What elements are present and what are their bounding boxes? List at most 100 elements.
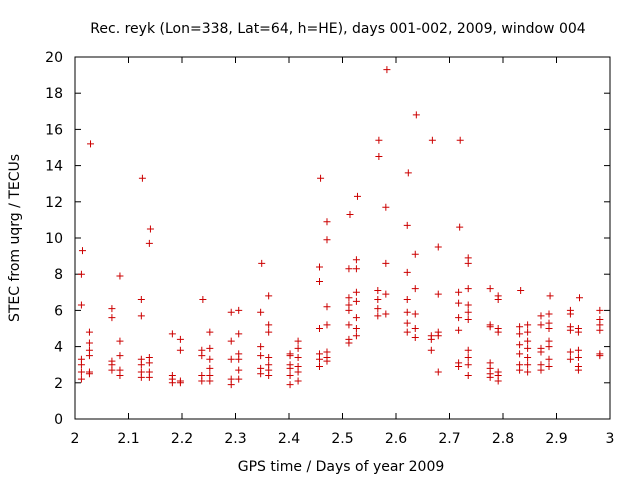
data-point	[138, 174, 146, 182]
axis-ticks	[74, 56, 611, 420]
data-point	[345, 335, 353, 343]
data-point	[434, 328, 442, 336]
x-tick-label: 2.9	[545, 431, 567, 447]
data-point	[352, 256, 360, 264]
data-point	[524, 337, 532, 345]
data-point	[137, 355, 145, 363]
data-point	[546, 292, 554, 300]
data-point	[545, 319, 553, 327]
data-point	[411, 334, 419, 342]
data-point	[315, 350, 323, 358]
x-tick-label: 3	[606, 431, 615, 447]
data-point	[286, 350, 294, 358]
data-point	[524, 321, 532, 329]
data-point	[317, 174, 325, 182]
data-point	[427, 346, 435, 354]
data-point	[455, 288, 463, 296]
data-point	[265, 321, 273, 329]
data-point	[323, 321, 331, 329]
y-tick-label: 8	[54, 267, 63, 283]
data-point	[464, 353, 472, 361]
data-point	[199, 296, 207, 304]
data-point	[235, 350, 243, 358]
data-point	[294, 344, 302, 352]
data-point	[257, 364, 265, 372]
data-point	[352, 288, 360, 296]
data-point	[227, 337, 235, 345]
data-point	[382, 259, 390, 267]
data-point	[427, 332, 435, 340]
data-point	[235, 366, 243, 374]
data-point	[434, 368, 442, 376]
data-point	[456, 136, 464, 144]
data-point	[176, 346, 184, 354]
data-point	[265, 328, 273, 336]
data-point	[494, 292, 502, 300]
data-point	[403, 221, 411, 229]
data-point	[257, 308, 265, 316]
data-point	[346, 210, 354, 218]
data-point	[265, 353, 273, 361]
x-tick-label: 2.1	[117, 431, 139, 447]
data-point	[411, 310, 419, 318]
x-tick-label: 2.5	[331, 431, 353, 447]
data-point	[85, 339, 93, 347]
y-tick-label: 20	[45, 50, 63, 66]
data-point	[524, 353, 532, 361]
data-point	[116, 366, 124, 374]
data-point	[403, 296, 411, 304]
y-tick-label: 12	[45, 195, 63, 211]
data-point	[576, 294, 584, 302]
data-point	[464, 372, 472, 380]
data-point	[353, 192, 361, 200]
data-point	[596, 315, 604, 323]
data-point	[77, 368, 85, 376]
data-point	[315, 363, 323, 371]
data-point	[516, 341, 524, 349]
data-point	[537, 321, 545, 329]
data-point	[566, 348, 574, 356]
data-point	[456, 223, 464, 231]
data-point	[411, 285, 419, 293]
data-point	[294, 337, 302, 345]
data-point	[516, 323, 524, 331]
data-point	[455, 326, 463, 334]
data-point	[375, 136, 383, 144]
y-tick-label: 18	[45, 86, 63, 102]
data-point	[323, 303, 331, 311]
data-point	[464, 315, 472, 323]
data-point	[116, 272, 124, 280]
data-point	[345, 294, 353, 302]
x-tick-label: 2.2	[171, 431, 193, 447]
data-point	[265, 292, 273, 300]
data-point	[257, 343, 265, 351]
data-point	[464, 285, 472, 293]
data-point	[374, 286, 382, 294]
data-point	[374, 305, 382, 313]
data-point	[596, 306, 604, 314]
data-point	[227, 375, 235, 383]
data-point	[78, 247, 86, 255]
data-point	[227, 355, 235, 363]
data-point	[566, 355, 574, 363]
data-point	[235, 306, 243, 314]
data-point	[375, 153, 383, 161]
y-tick-label: 0	[54, 412, 63, 428]
data-point	[434, 243, 442, 251]
data-point	[345, 301, 353, 309]
y-tick-label: 2	[54, 376, 63, 392]
data-point	[486, 321, 494, 329]
y-tick-label: 6	[54, 303, 63, 319]
data-point	[85, 346, 93, 354]
x-tick-label: 2.7	[438, 431, 460, 447]
data-point	[235, 375, 243, 383]
data-points	[77, 66, 604, 389]
data-point	[286, 361, 294, 369]
data-point	[77, 355, 85, 363]
data-point	[537, 344, 545, 352]
data-point	[574, 346, 582, 354]
x-axis-label: GPS time / Days of year 2009	[238, 459, 445, 475]
x-tick-label: 2.8	[492, 431, 514, 447]
y-tick-labels: 0 2 4 6 8 10 12 14 16 18 20	[45, 50, 63, 428]
data-point	[286, 372, 294, 380]
